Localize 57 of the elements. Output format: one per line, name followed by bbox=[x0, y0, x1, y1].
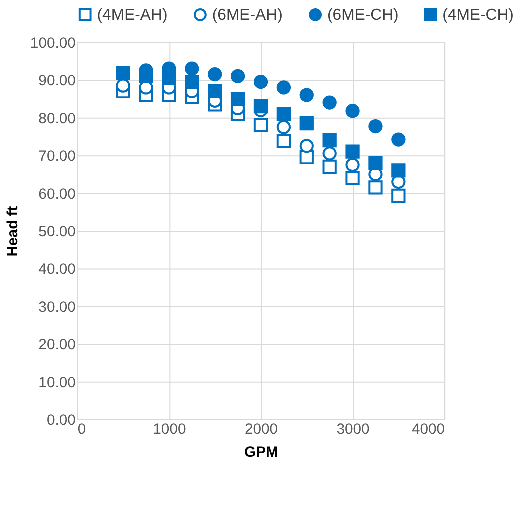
point bbox=[254, 100, 268, 114]
y-tick-label: 50.00 bbox=[38, 224, 76, 240]
x-tick-label: 2000 bbox=[244, 422, 278, 438]
point bbox=[368, 120, 383, 134]
y-tick-label: 90.00 bbox=[38, 74, 76, 90]
point bbox=[346, 104, 360, 118]
point bbox=[254, 75, 268, 90]
point bbox=[230, 92, 246, 106]
point bbox=[300, 139, 314, 154]
point bbox=[322, 146, 337, 161]
point bbox=[346, 158, 360, 172]
point bbox=[322, 96, 337, 110]
y-tick-label: 100.00 bbox=[30, 36, 76, 52]
y-tick-label: 30.00 bbox=[38, 300, 76, 316]
y-tick-label: 80.00 bbox=[38, 111, 76, 128]
legend-label: (6ME-AH) bbox=[212, 6, 283, 24]
point bbox=[368, 156, 383, 170]
point bbox=[276, 120, 292, 134]
y-tick-label: 60.00 bbox=[38, 186, 76, 203]
point bbox=[322, 160, 337, 174]
legend-label: (4ME-AH) bbox=[97, 6, 168, 24]
y-tick-label: 20.00 bbox=[38, 338, 76, 354]
y-tick-label: 10.00 bbox=[38, 375, 76, 392]
x-axis-title: GPM bbox=[244, 444, 278, 461]
point bbox=[116, 66, 130, 80]
y-tick-label: 40.00 bbox=[38, 262, 76, 278]
point bbox=[185, 74, 200, 90]
point bbox=[300, 88, 314, 102]
legend-label: (6ME-CH) bbox=[327, 6, 399, 24]
point bbox=[322, 133, 337, 148]
point bbox=[392, 132, 406, 147]
point bbox=[230, 69, 246, 84]
y-tick-label: 0.00 bbox=[46, 413, 76, 430]
legend-label: (4ME-CH) bbox=[442, 6, 514, 24]
point bbox=[300, 150, 314, 165]
point bbox=[208, 84, 222, 99]
y-axis-title: Head ft bbox=[5, 206, 22, 257]
point bbox=[392, 164, 406, 178]
point bbox=[392, 188, 406, 204]
point bbox=[185, 62, 200, 76]
point bbox=[254, 118, 268, 132]
point bbox=[139, 69, 154, 84]
point bbox=[116, 78, 130, 93]
y-tick-label: 70.00 bbox=[38, 149, 76, 166]
point bbox=[276, 107, 292, 122]
point bbox=[208, 67, 222, 82]
x-tick-label: 1000 bbox=[153, 422, 186, 438]
point bbox=[300, 116, 314, 131]
point bbox=[162, 71, 176, 86]
point bbox=[346, 144, 360, 159]
x-tick-label: 3000 bbox=[336, 422, 370, 438]
point bbox=[368, 180, 383, 195]
x-tick-label: 0 bbox=[78, 422, 86, 438]
point bbox=[346, 171, 360, 186]
x-tick-label: 4000 bbox=[412, 422, 446, 438]
point bbox=[276, 80, 292, 95]
point bbox=[276, 134, 292, 148]
